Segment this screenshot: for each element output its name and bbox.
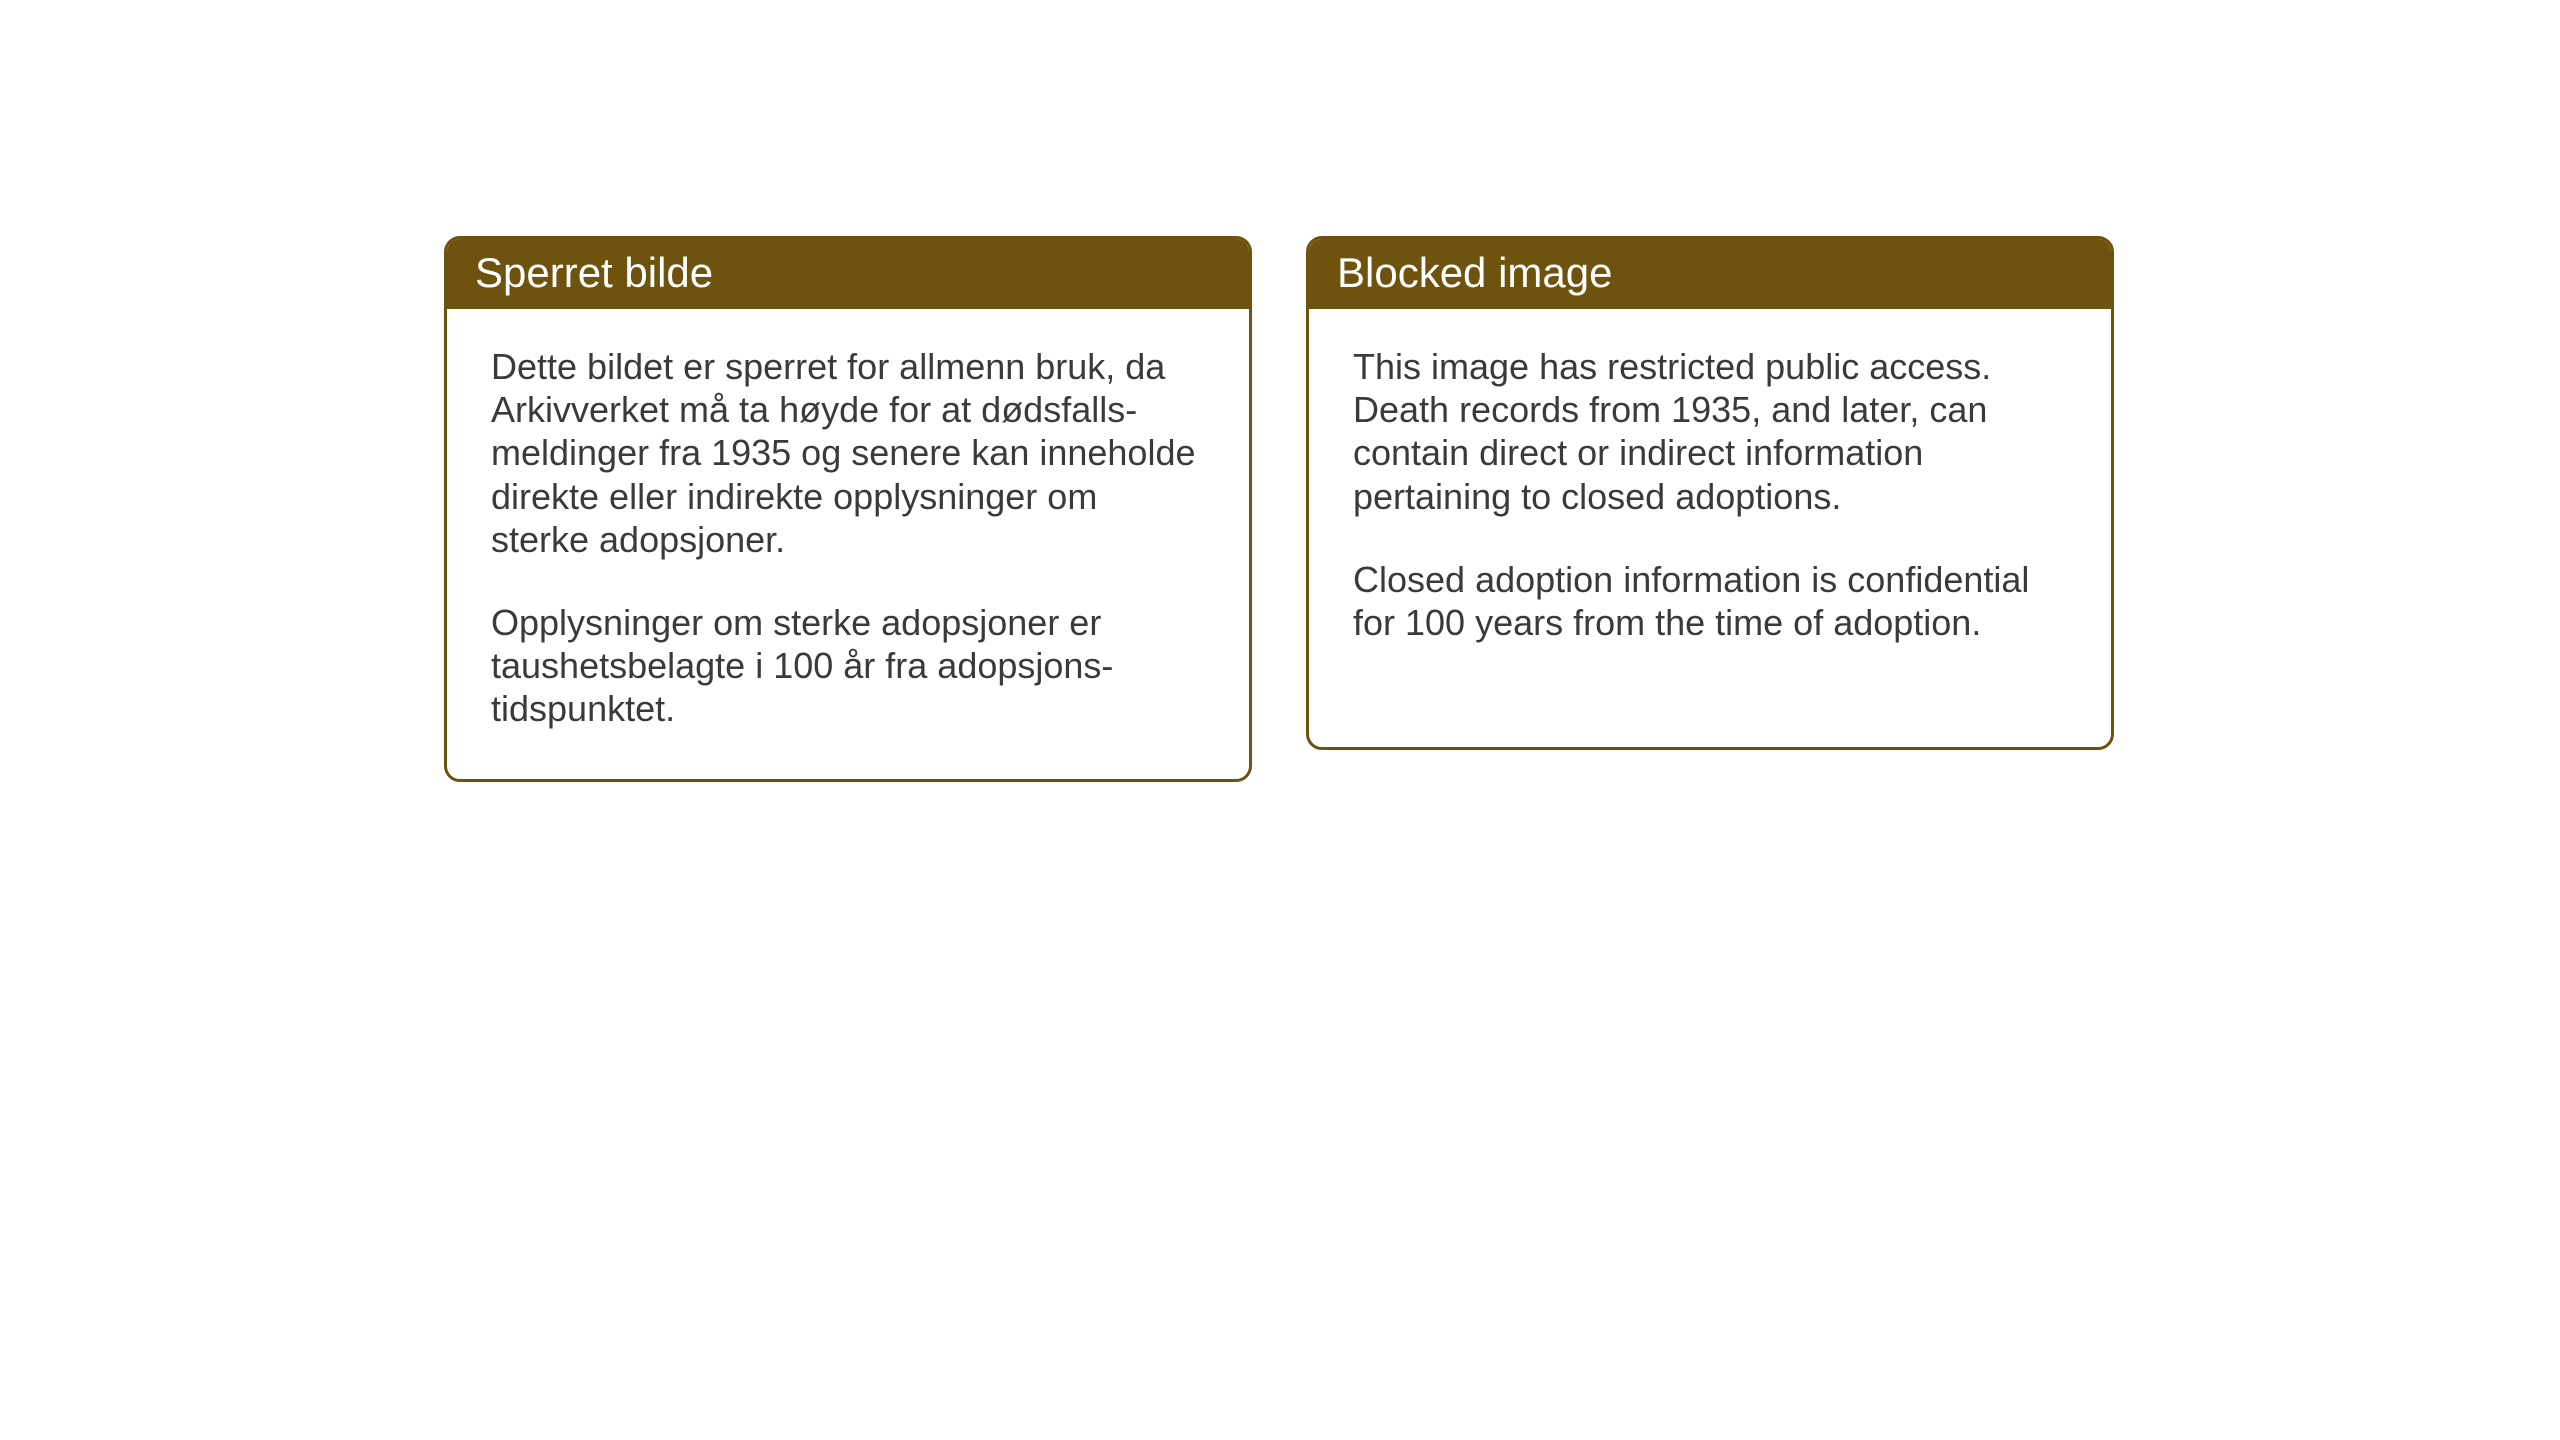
english-card-title: Blocked image bbox=[1337, 249, 2083, 297]
norwegian-card: Sperret bilde Dette bildet er sperret fo… bbox=[444, 236, 1252, 782]
english-card-header: Blocked image bbox=[1309, 239, 2111, 309]
english-paragraph-1: This image has restricted public access.… bbox=[1353, 345, 2067, 518]
norwegian-card-header: Sperret bilde bbox=[447, 239, 1249, 309]
norwegian-card-title: Sperret bilde bbox=[475, 249, 1221, 297]
norwegian-paragraph-2: Opplysninger om sterke adopsjoner er tau… bbox=[491, 601, 1205, 731]
norwegian-card-body: Dette bildet er sperret for allmenn bruk… bbox=[447, 309, 1249, 779]
english-card-body: This image has restricted public access.… bbox=[1309, 309, 2111, 692]
english-card: Blocked image This image has restricted … bbox=[1306, 236, 2114, 750]
norwegian-paragraph-1: Dette bildet er sperret for allmenn bruk… bbox=[491, 345, 1205, 561]
cards-container: Sperret bilde Dette bildet er sperret fo… bbox=[0, 0, 2560, 782]
english-paragraph-2: Closed adoption information is confident… bbox=[1353, 558, 2067, 644]
